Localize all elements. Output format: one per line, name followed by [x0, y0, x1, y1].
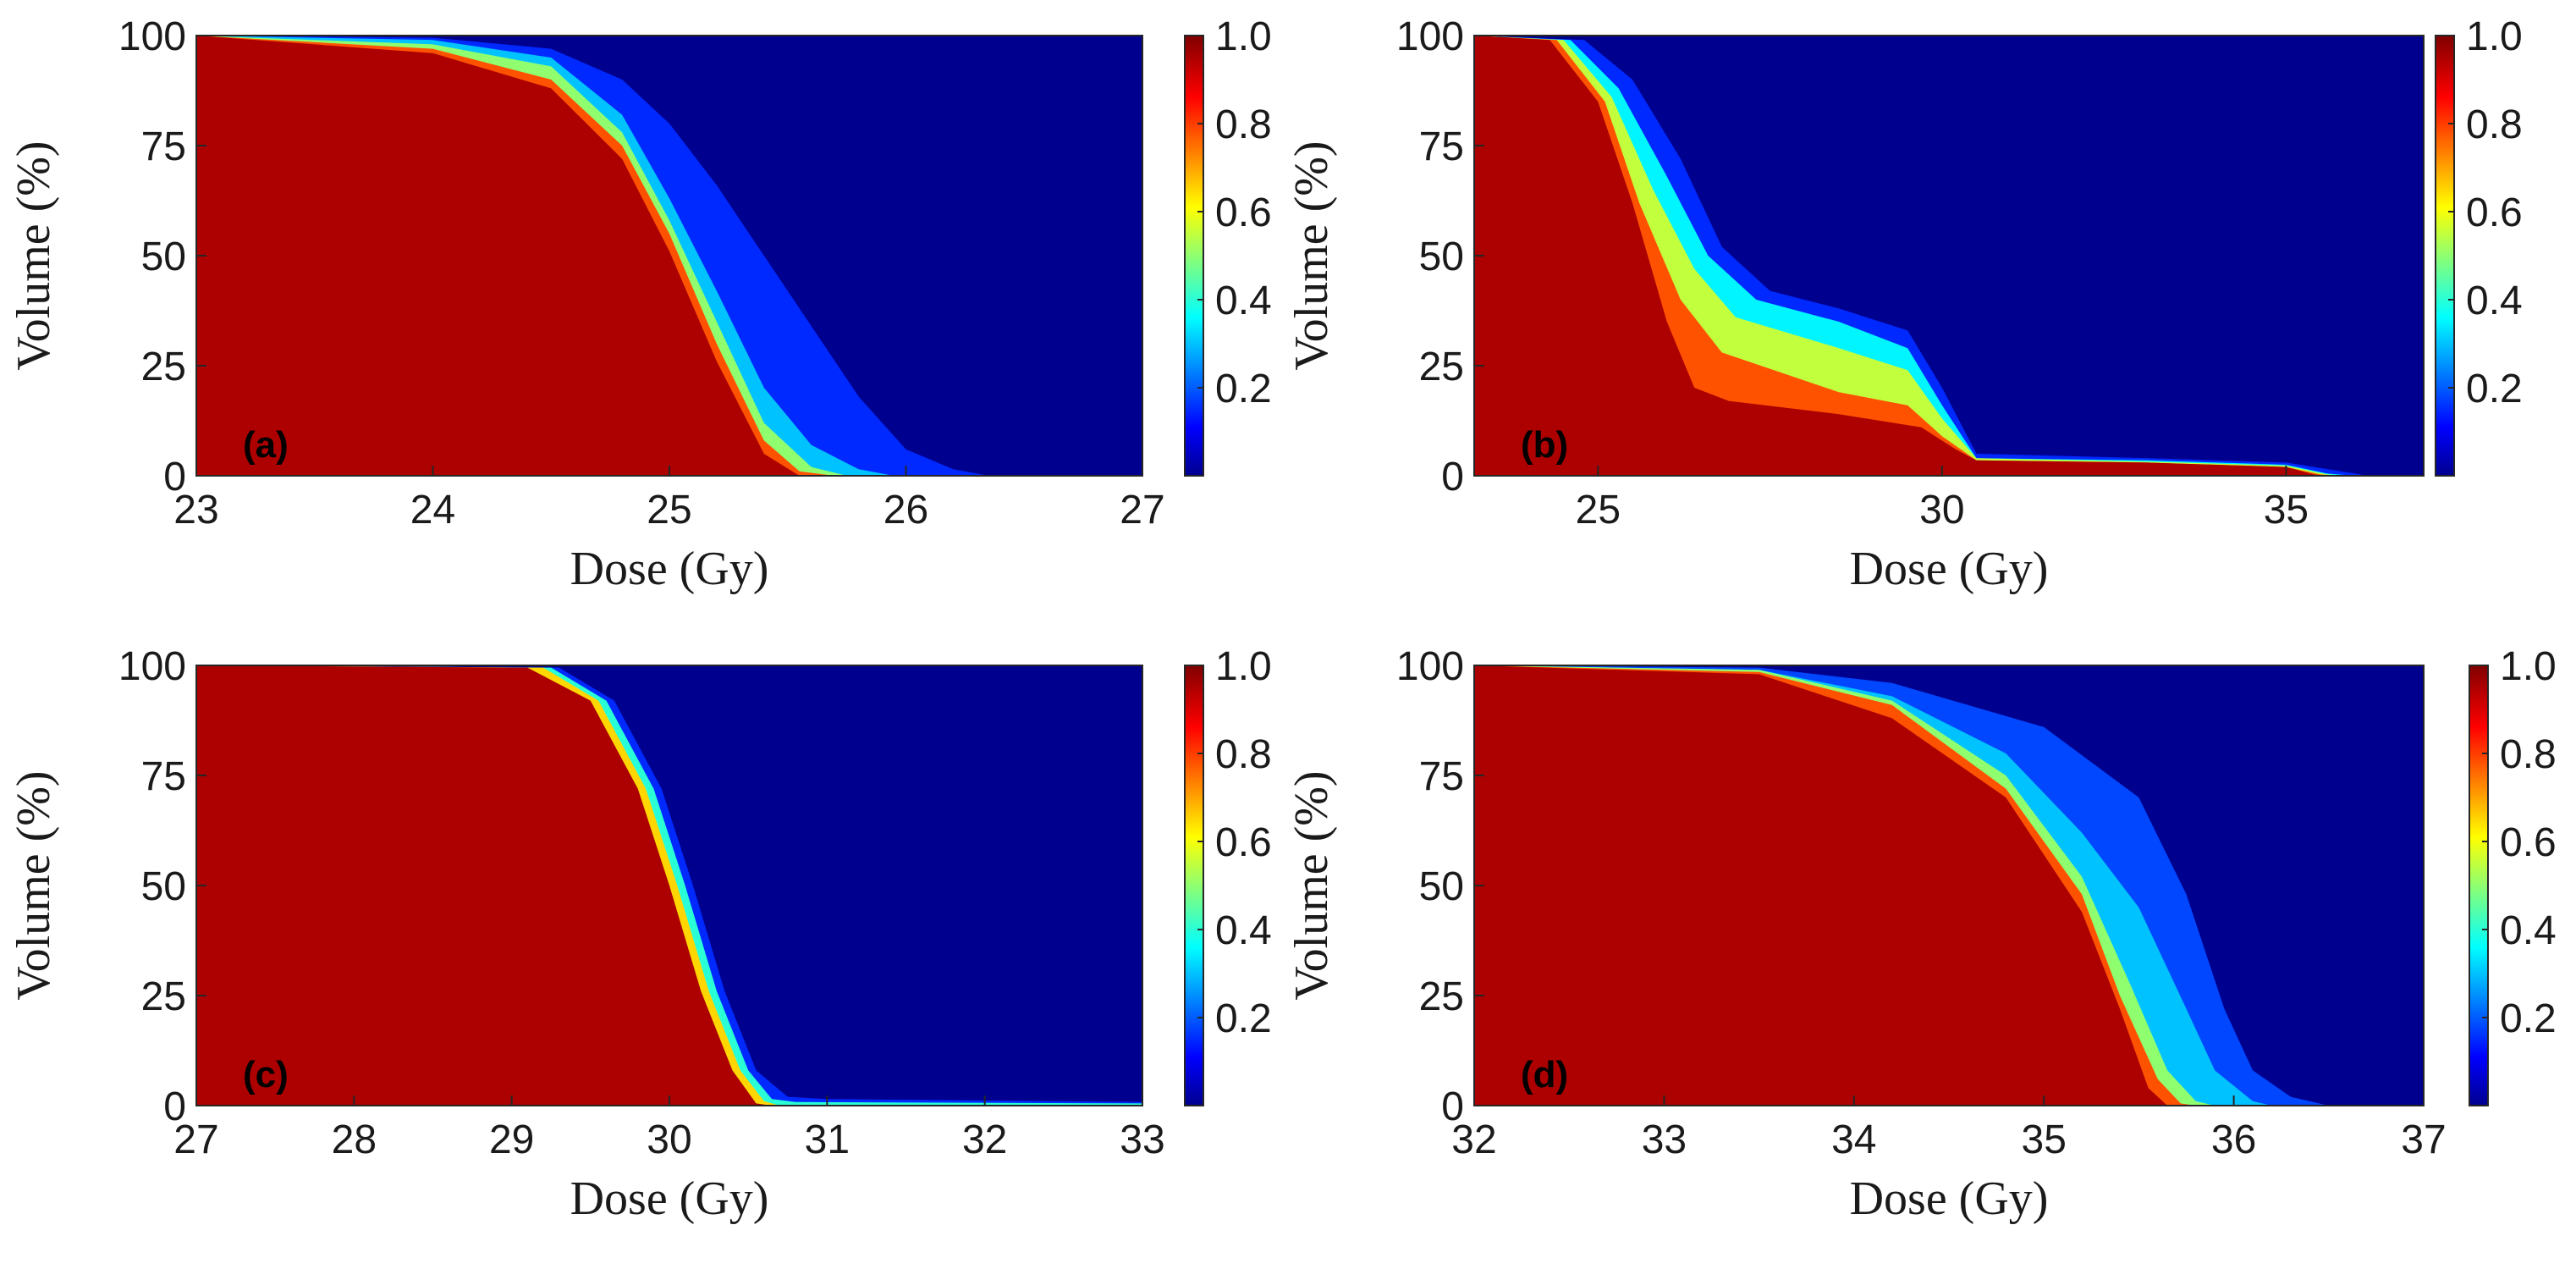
- y-tick-label: 50: [141, 864, 186, 909]
- chart-panel-4: 32 33 34 35 36 37 0 25 50 75 100 Dose (Gy) Volume (%…: [1285, 644, 2557, 1225]
- x-tick-label: 23: [173, 488, 218, 532]
- colorbar-tick-label: 0.2: [2500, 996, 2557, 1041]
- colorbar: 0.2 0.4 0.6 0.8 1.0: [1184, 644, 1272, 1106]
- colorbar-tick-label: 0.6: [2500, 820, 2557, 865]
- colorbar-scale: [2469, 665, 2489, 1106]
- y-tick-label: 100: [118, 14, 186, 59]
- x-tick-label: 36: [2211, 1117, 2256, 1162]
- colorbar-tick-label: 0.8: [1215, 102, 1272, 147]
- x-tick-label: 30: [1919, 488, 1964, 532]
- probability-bands: [1474, 36, 2369, 476]
- colorbar-tick-label: 0.6: [1215, 190, 1272, 235]
- chart-panel-1: 23 24 25 26 27 0 25 50 75 100 Dose (Gy) Volume (%) (…: [8, 14, 1272, 595]
- x-tick-label: 25: [647, 488, 691, 532]
- y-tick-label: 100: [118, 644, 186, 689]
- colorbar: 0.2 0.4 0.6 0.8 1.0: [2435, 14, 2523, 477]
- probability-bands: [196, 36, 989, 476]
- y-tick-label: 75: [1419, 124, 1464, 169]
- y-tick-label: 25: [141, 974, 186, 1019]
- x-tick-label: 35: [2022, 1117, 2067, 1162]
- colorbar: 0.2 0.4 0.6 0.8 1.0: [1184, 14, 1272, 477]
- y-tick-label: 0: [163, 1084, 186, 1129]
- dvh-band-5: [1474, 36, 2328, 476]
- y-tick-label: 0: [1441, 1084, 1464, 1129]
- colorbar-tick-label: 0.8: [1215, 732, 1272, 777]
- colorbar-tick-label: 0.6: [1215, 820, 1272, 865]
- x-tick-label: 29: [489, 1117, 534, 1162]
- x-tick-label: 27: [173, 1117, 218, 1162]
- panel-label: (d): [1521, 1054, 1568, 1095]
- colorbar-tick-label: 0.6: [2466, 190, 2523, 235]
- x-tick-label: 33: [1120, 1117, 1164, 1162]
- y-tick-label: 100: [1396, 14, 1464, 59]
- panel-label: (a): [243, 424, 289, 466]
- x-tick-label: 31: [805, 1117, 850, 1162]
- y-tick-label: 50: [1419, 234, 1464, 279]
- chart-panel-3: 27 28 29 30 31 32 33 0 25 50 75 100 Dose (Gy) Volume …: [8, 644, 1272, 1225]
- x-axis-title: Dose (Gy): [570, 543, 769, 595]
- x-tick-label: 30: [647, 1117, 691, 1162]
- y-tick-label: 100: [1396, 644, 1464, 689]
- colorbar-scale: [2435, 35, 2455, 477]
- colorbar: 0.2 0.4 0.6 0.8 1.0: [2469, 644, 2557, 1106]
- x-tick-label: 35: [2264, 488, 2309, 532]
- colorbar-tick-label: 1.0: [1215, 644, 1272, 689]
- x-tick-label: 34: [1831, 1117, 1876, 1162]
- y-tick-label: 0: [163, 455, 186, 499]
- probability-bands: [1474, 665, 2329, 1106]
- y-axis-title: Volume (%): [1285, 141, 1338, 370]
- y-tick-label: 50: [141, 234, 186, 279]
- panel-label: (c): [243, 1054, 289, 1095]
- colorbar-tick-label: 0.8: [2500, 732, 2557, 777]
- dvh-band-4: [196, 665, 773, 1106]
- y-tick-label: 75: [141, 124, 186, 169]
- x-tick-label: 32: [962, 1117, 1007, 1162]
- x-axis-title: Dose (Gy): [570, 1172, 769, 1225]
- y-tick-label: 0: [1441, 455, 1464, 499]
- x-tick-label: 37: [2401, 1117, 2446, 1162]
- y-tick-label: 75: [141, 754, 186, 799]
- y-tick-label: 25: [141, 345, 186, 389]
- colorbar-tick-label: 0.8: [2466, 102, 2523, 147]
- colorbar-tick-label: 0.4: [2466, 279, 2523, 323]
- chart-panel-2: 25 30 35 0 25 50 75 100 Dose (Gy) Volume (%) (b) 0.…: [1285, 14, 2523, 595]
- colorbar-tick-label: 1.0: [2500, 644, 2557, 689]
- x-tick-label: 32: [1451, 1117, 1496, 1162]
- x-axis-title: Dose (Gy): [1850, 543, 2049, 595]
- y-tick-label: 25: [1419, 974, 1464, 1019]
- x-tick-label: 24: [410, 488, 455, 532]
- x-axis-title: Dose (Gy): [1850, 1172, 2049, 1225]
- dvh-band-5: [196, 36, 800, 476]
- colorbar-tick-label: 0.4: [1215, 908, 1272, 953]
- probability-bands: [196, 665, 1142, 1106]
- colorbar-tick-label: 1.0: [1215, 14, 1272, 59]
- colorbar-tick-label: 0.2: [1215, 367, 1272, 411]
- x-tick-label: 33: [1642, 1117, 1687, 1162]
- dvh-band-4: [1474, 36, 2342, 476]
- colorbar-tick-label: 0.4: [2500, 908, 2557, 953]
- y-axis-title: Volume (%): [8, 141, 60, 370]
- x-tick-label: 25: [1576, 488, 1621, 532]
- y-tick-label: 75: [1419, 754, 1464, 799]
- colorbar-tick-label: 1.0: [2466, 14, 2523, 59]
- x-tick-label: 26: [883, 488, 928, 532]
- y-tick-label: 50: [1419, 864, 1464, 909]
- colorbar-tick-label: 0.4: [1215, 279, 1272, 323]
- colorbar-tick-label: 0.2: [1215, 996, 1272, 1041]
- y-axis-title: Volume (%): [8, 770, 60, 1000]
- colorbar-scale: [1184, 665, 1204, 1106]
- colorbar-tick-label: 0.2: [2466, 367, 2523, 411]
- dvh-band-5: [1474, 665, 2168, 1106]
- colorbar-scale: [1184, 35, 1204, 477]
- x-tick-label: 28: [332, 1117, 377, 1162]
- y-axis-title: Volume (%): [1285, 770, 1338, 1000]
- x-tick-label: 27: [1120, 488, 1164, 532]
- panel-label: (b): [1521, 424, 1568, 466]
- y-tick-label: 25: [1419, 345, 1464, 389]
